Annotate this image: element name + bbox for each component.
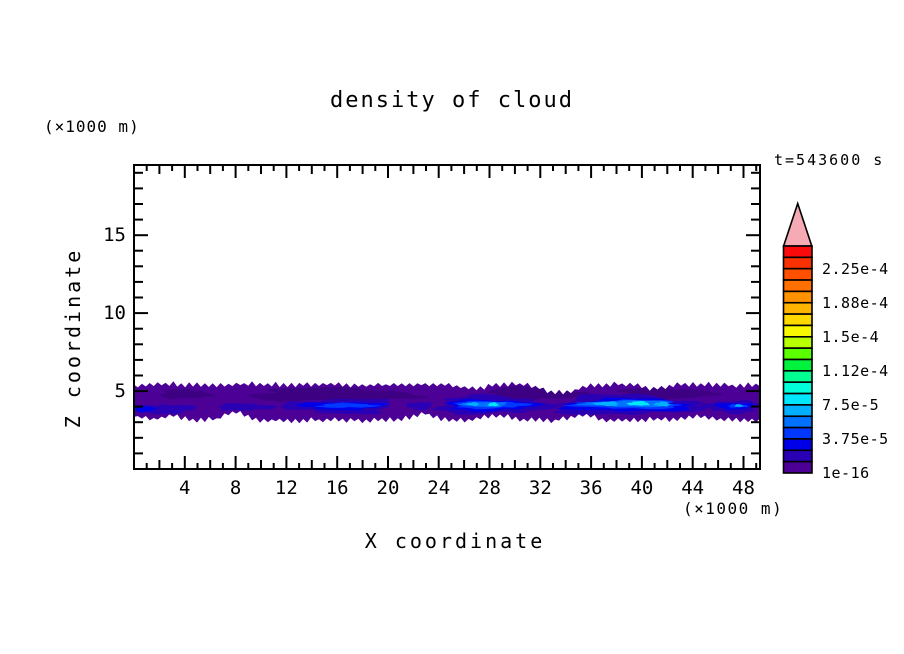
x-tick-label: 16 (325, 477, 349, 499)
colorbar-segment (782, 426, 813, 440)
colorbar-segment (782, 279, 813, 293)
x-tick-label: 48 (732, 477, 755, 499)
z-axis-unit-label: (×1000 m) (44, 117, 140, 136)
x-tick-label: 32 (528, 477, 552, 499)
colorbar-tick-label: 1.12e-4 (822, 361, 889, 380)
colorbar-segment (782, 267, 813, 281)
colorbar-segment (782, 381, 813, 395)
cloud-band-features (134, 385, 760, 416)
colorbar-tick-label: 2.25e-4 (822, 259, 889, 278)
x-tick-label: 40 (630, 477, 654, 499)
colorbar-segment (782, 449, 813, 463)
colorbar-overflow-arrow (782, 200, 813, 247)
colorbar-segment (782, 245, 813, 259)
z-tick-label: 10 (103, 302, 126, 325)
colorbar (782, 200, 813, 474)
colorbar-segment (782, 301, 813, 315)
colorbar-segment (782, 256, 813, 270)
x-tick-label: 36 (579, 477, 603, 499)
colorbar-segment (782, 358, 813, 372)
colorbar-segment (782, 324, 813, 338)
colorbar-segment (782, 290, 813, 304)
colorbar-segment (782, 404, 813, 418)
colorbar-segment (782, 392, 813, 406)
colorbar-segment (782, 438, 813, 452)
colorbar-segment (782, 415, 813, 429)
colorbar-segment (782, 460, 813, 474)
colorbar-tick-label: 1e-16 (822, 464, 870, 482)
colorbar-segment (782, 347, 813, 361)
x-tick-label: 24 (427, 477, 451, 499)
colorbar-tick-label: 3.75e-5 (822, 429, 889, 448)
x-tick-label: 12 (274, 477, 298, 499)
colorbar-tick-label: 1.5e-4 (822, 327, 880, 346)
colorbar-segment (782, 313, 813, 327)
timestamp-label: t=543600 s (774, 151, 885, 169)
colorbar-tick-label: 1.88e-4 (822, 293, 889, 312)
x-tick-label: 20 (376, 477, 400, 499)
axis-ticks (135, 166, 759, 468)
colorbar-segment (782, 335, 813, 349)
x-tick-label: 28 (478, 477, 501, 499)
plot-frame (133, 164, 761, 470)
z-tick-label: 5 (114, 380, 126, 403)
x-tick-label: 44 (681, 477, 705, 499)
x-axis-unit-label: (×1000 m) (683, 499, 784, 518)
z-tick-label: 15 (103, 224, 126, 247)
plot-title: density of cloud (330, 88, 574, 113)
colorbar-segment (782, 370, 813, 384)
colorbar-tick-label: 7.5e-5 (822, 395, 880, 414)
x-tick-label: 8 (229, 477, 242, 499)
x-tick-label: 4 (179, 477, 191, 499)
x-axis-title: X coordinate (364, 529, 546, 553)
